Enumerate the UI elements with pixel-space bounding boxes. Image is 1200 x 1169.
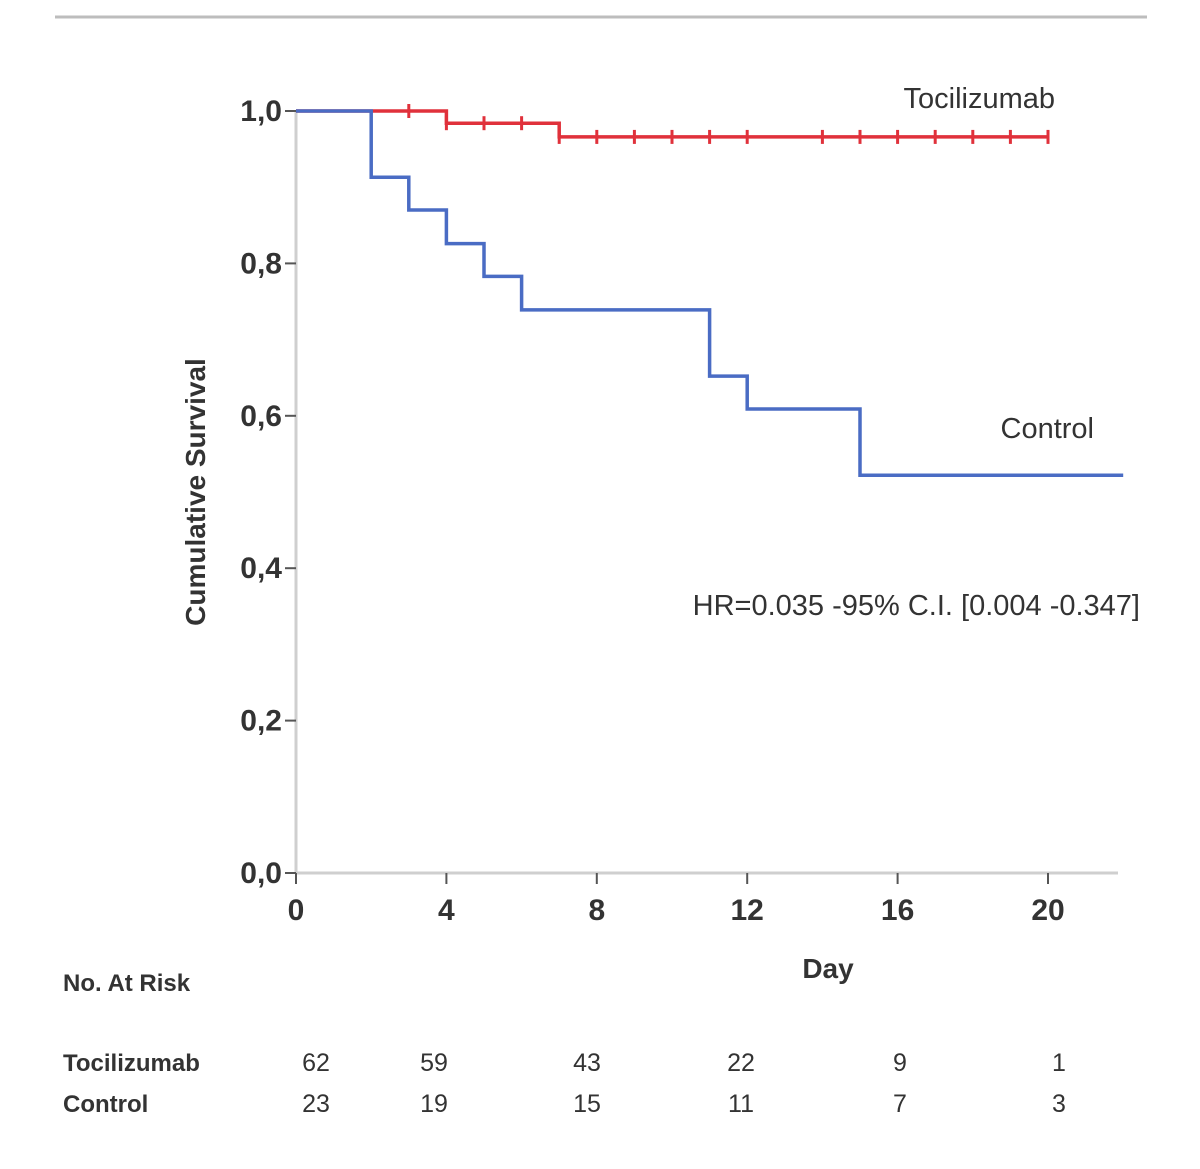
- risk-table-cell: 19: [420, 1090, 448, 1118]
- x-tick-label: 20: [1031, 894, 1064, 927]
- risk-table-title: No. At Risk: [63, 970, 191, 997]
- series-layer: [296, 104, 1124, 477]
- risk-table-cell: 15: [573, 1090, 601, 1118]
- risk-table-cell: 59: [420, 1049, 448, 1077]
- risk-table-cell: 23: [302, 1090, 330, 1118]
- x-tick-label: 16: [881, 894, 914, 927]
- risk-table-cell: 43: [573, 1049, 601, 1077]
- y-tick-label: 0,6: [240, 400, 282, 433]
- x-tick-label: 12: [731, 894, 764, 927]
- y-tick-label: 0,0: [240, 857, 282, 890]
- x-axis-title: Day: [802, 953, 854, 984]
- risk-table-values: 62 59 43 22 9 1 23 19 15 11 7 3: [302, 1049, 1066, 1118]
- y-tick-label: 0,8: [240, 247, 282, 280]
- y-tick-label: 0,2: [240, 705, 282, 738]
- x-tick-label: 8: [588, 894, 605, 927]
- tocilizumab-survival-line: [296, 109, 1048, 139]
- y-axis-title: Cumulative Survival: [180, 358, 211, 626]
- risk-table-cell: 22: [727, 1049, 755, 1077]
- x-axis-ticks: 0 4 8 12 16 20: [288, 873, 1065, 927]
- hazard-ratio-annotation: HR=0.035 -95% C.I. [0.004 -0.347]: [693, 590, 1140, 622]
- tocilizumab-series-label: Tocilizumab: [904, 83, 1056, 115]
- risk-table-cell: 7: [893, 1090, 907, 1118]
- risk-table-cell: 9: [893, 1049, 907, 1077]
- risk-row-label-control: Control: [63, 1091, 148, 1118]
- risk-table-cell: 1: [1052, 1049, 1066, 1077]
- control-series-label: Control: [1001, 413, 1095, 445]
- risk-table-cell: 3: [1052, 1090, 1066, 1118]
- risk-table-cell: 62: [302, 1049, 330, 1077]
- y-axis-ticks: 0,0 0,2 0,4 0,6 0,8 1,0: [240, 95, 296, 890]
- risk-table-cell: 11: [728, 1090, 754, 1118]
- y-tick-label: 1,0: [240, 95, 282, 128]
- control-survival-line: [296, 109, 1124, 477]
- risk-row-label-tocilizumab: Tocilizumab: [63, 1050, 200, 1077]
- x-tick-label: 4: [438, 894, 455, 927]
- x-tick-label: 0: [288, 894, 305, 927]
- y-tick-label: 0,4: [240, 552, 282, 585]
